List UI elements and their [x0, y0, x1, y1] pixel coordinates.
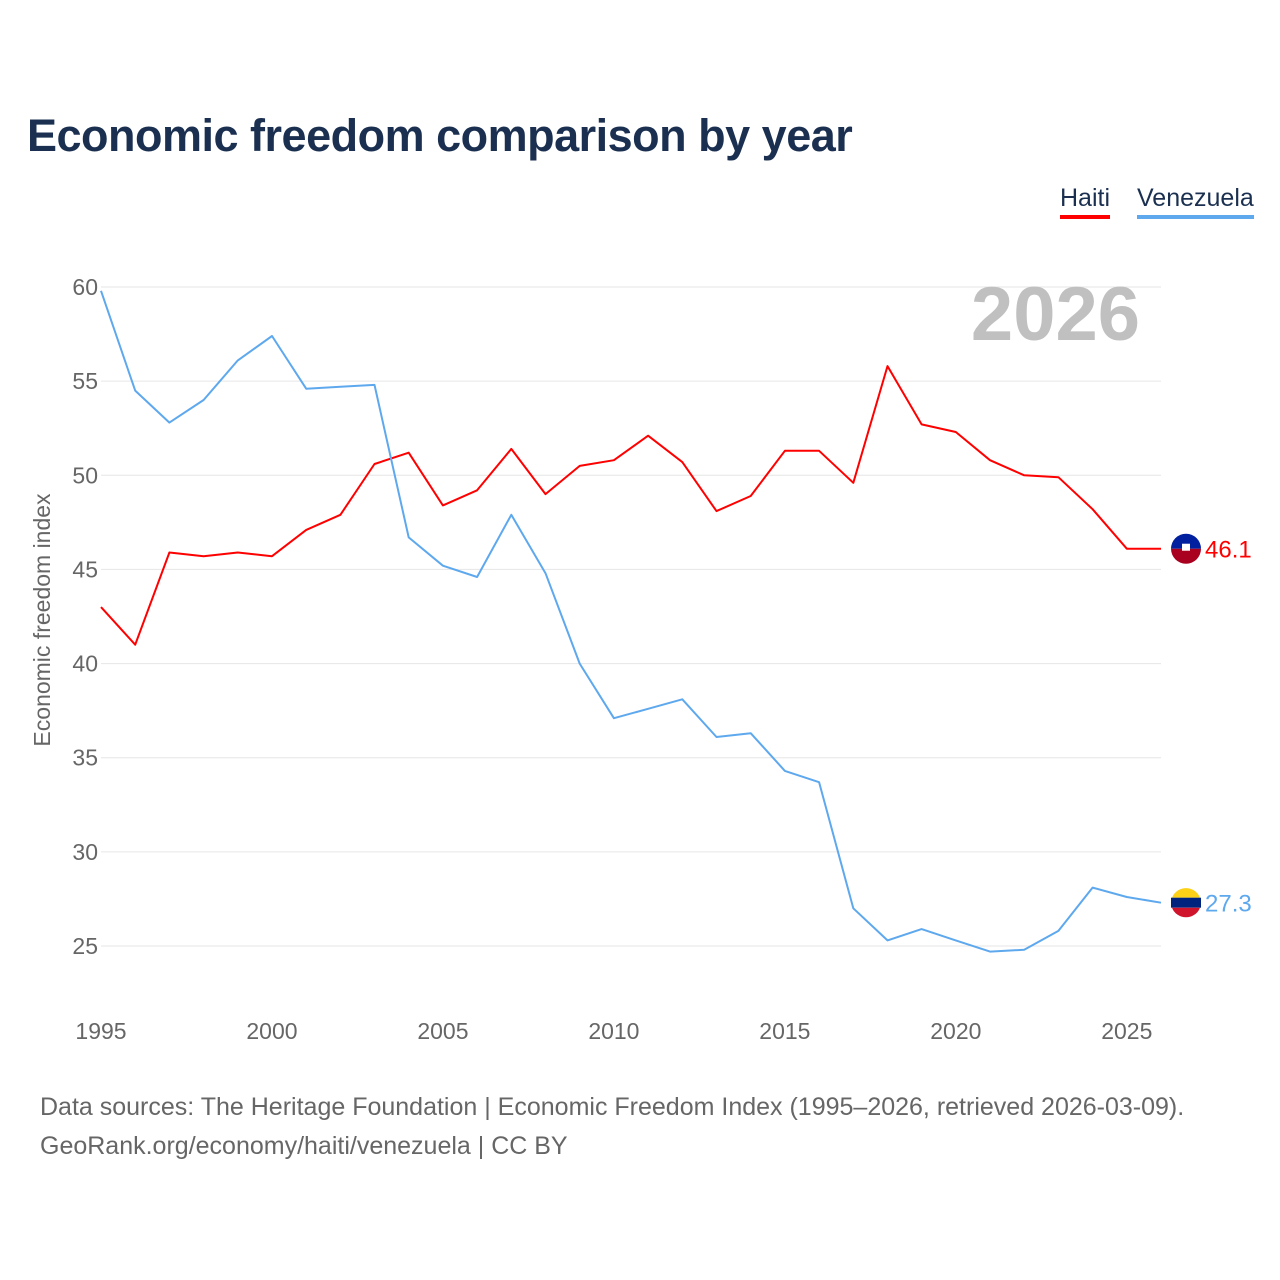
y-tick-label: 60	[72, 274, 98, 300]
flag-venezuela-icon	[1171, 888, 1201, 918]
data-point[interactable]	[337, 512, 343, 518]
y-tick-label: 25	[72, 933, 98, 959]
data-point[interactable]	[884, 363, 890, 369]
data-point[interactable]	[98, 288, 104, 294]
source-line-1: Data sources: The Heritage Foundation | …	[40, 1093, 1185, 1121]
data-point[interactable]	[1158, 900, 1164, 906]
data-point[interactable]	[508, 512, 514, 518]
data-point[interactable]	[1021, 472, 1027, 478]
data-point[interactable]	[235, 357, 241, 363]
data-point[interactable]	[884, 937, 890, 943]
data-point[interactable]	[679, 696, 685, 702]
y-tick-label: 55	[72, 368, 98, 394]
data-point[interactable]	[1090, 885, 1096, 891]
data-point[interactable]	[919, 421, 925, 427]
data-point[interactable]	[440, 563, 446, 569]
data-point[interactable]	[201, 397, 207, 403]
series-line-venezuela	[100, 290, 1162, 953]
x-tick-label: 2005	[417, 1018, 468, 1044]
data-point[interactable]	[645, 433, 651, 439]
data-point[interactable]	[474, 574, 480, 580]
data-point[interactable]	[98, 604, 104, 610]
legend-venezuela[interactable]: Venezuela	[1137, 184, 1254, 219]
data-point[interactable]	[748, 493, 754, 499]
data-point[interactable]	[1055, 474, 1061, 480]
data-point[interactable]	[235, 549, 241, 555]
data-point[interactable]	[713, 734, 719, 740]
data-point[interactable]	[406, 534, 412, 540]
source-note: Data sources: The Heritage Foundation | …	[40, 1088, 1184, 1166]
data-point[interactable]	[406, 450, 412, 456]
x-tick-label: 2010	[588, 1018, 639, 1044]
data-point[interactable]	[850, 480, 856, 486]
data-point[interactable]	[1124, 546, 1130, 552]
data-point[interactable]	[1158, 546, 1164, 552]
y-tick-label: 30	[72, 839, 98, 865]
data-point[interactable]	[440, 502, 446, 508]
flag-haiti-icon	[1171, 533, 1201, 564]
data-point[interactable]	[1090, 506, 1096, 512]
data-point[interactable]	[543, 491, 549, 497]
y-axis-label: Economic freedom index	[29, 493, 55, 747]
data-point[interactable]	[132, 388, 138, 394]
data-point[interactable]	[850, 905, 856, 911]
data-point[interactable]	[1021, 947, 1027, 953]
data-point[interactable]	[577, 463, 583, 469]
data-point[interactable]	[919, 926, 925, 932]
data-point[interactable]	[1055, 928, 1061, 934]
end-value-label: 27.3	[1205, 891, 1252, 918]
x-tick-label: 1995	[75, 1018, 126, 1044]
legend-haiti[interactable]: Haiti	[1060, 184, 1111, 219]
data-point[interactable]	[987, 457, 993, 463]
chart-title: Economic freedom comparison by year	[27, 110, 853, 161]
data-point[interactable]	[132, 642, 138, 648]
data-point[interactable]	[816, 448, 822, 454]
data-point[interactable]	[474, 487, 480, 493]
series-line-haiti	[100, 365, 1161, 646]
data-point[interactable]	[303, 386, 309, 392]
x-tick-label: 2020	[930, 1018, 981, 1044]
data-point[interactable]	[611, 715, 617, 721]
data-point[interactable]	[645, 706, 651, 712]
data-point[interactable]	[713, 508, 719, 514]
data-point[interactable]	[337, 384, 343, 390]
data-point[interactable]	[782, 448, 788, 454]
data-point[interactable]	[679, 459, 685, 465]
data-point[interactable]	[748, 730, 754, 736]
data-point[interactable]	[166, 549, 172, 555]
x-tick-label: 2000	[246, 1018, 297, 1044]
year-watermark: 2026	[971, 272, 1140, 357]
data-point[interactable]	[543, 570, 549, 576]
data-point[interactable]	[166, 420, 172, 426]
data-point[interactable]	[611, 457, 617, 463]
data-point[interactable]	[372, 382, 378, 388]
data-point[interactable]	[577, 661, 583, 667]
data-point[interactable]	[269, 333, 275, 339]
data-point[interactable]	[1124, 894, 1130, 900]
data-point[interactable]	[953, 429, 959, 435]
data-point[interactable]	[303, 527, 309, 533]
data-point[interactable]	[816, 779, 822, 785]
data-point[interactable]	[782, 768, 788, 774]
y-tick-label: 50	[72, 462, 98, 488]
data-point[interactable]	[953, 937, 959, 943]
data-point[interactable]	[201, 553, 207, 559]
y-tick-label: 40	[72, 651, 98, 677]
y-tick-label: 35	[72, 745, 98, 771]
x-tick-label: 2015	[759, 1018, 810, 1044]
y-tick-label: 45	[72, 556, 98, 582]
end-value-label: 46.1	[1205, 537, 1252, 564]
x-tick-label: 2025	[1101, 1018, 1152, 1044]
data-point[interactable]	[372, 461, 378, 467]
source-line-2[interactable]: GeoRank.org/economy/haiti/venezuela | CC…	[40, 1132, 568, 1160]
data-point[interactable]	[987, 949, 993, 955]
data-point[interactable]	[508, 446, 514, 452]
data-point[interactable]	[269, 553, 275, 559]
